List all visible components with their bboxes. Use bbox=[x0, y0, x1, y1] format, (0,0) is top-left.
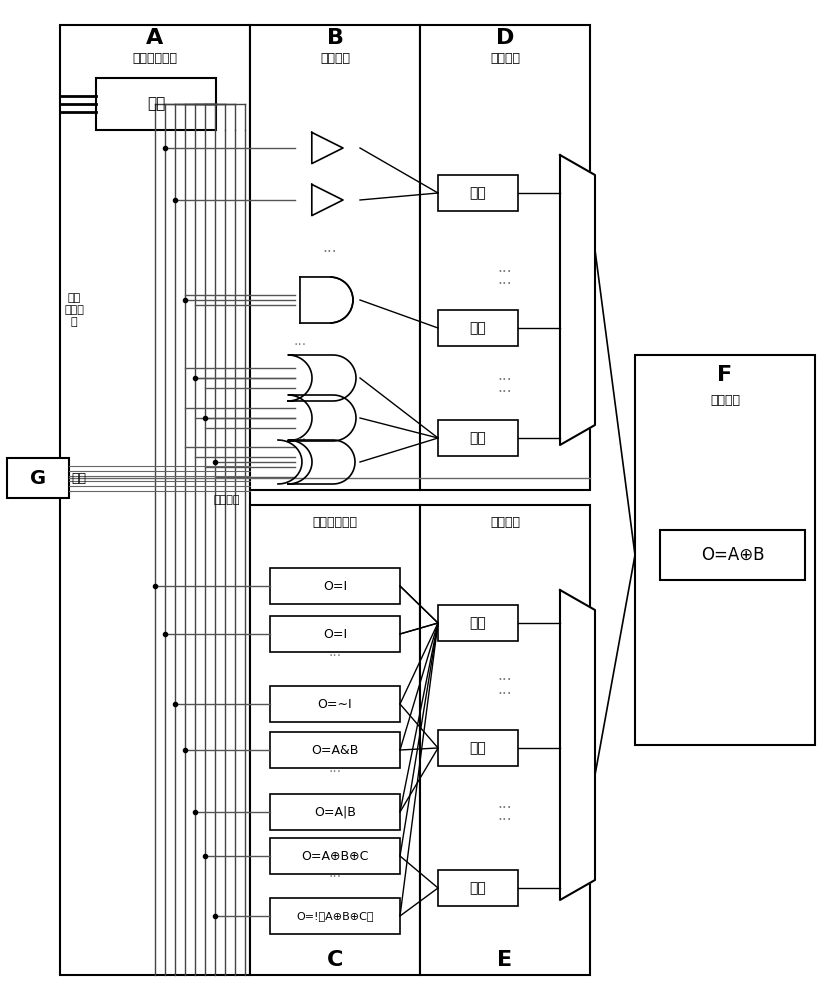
Text: ···: ··· bbox=[498, 372, 512, 387]
Bar bbox=[438, 420, 518, 456]
Bar bbox=[270, 732, 400, 768]
Text: 扩展
测试向
量: 扩展 测试向 量 bbox=[64, 293, 84, 327]
Text: ···: ··· bbox=[498, 688, 512, 702]
Text: ···: ··· bbox=[328, 765, 342, 779]
Bar bbox=[270, 794, 400, 830]
Polygon shape bbox=[288, 355, 356, 401]
Bar bbox=[420, 25, 590, 490]
Text: 扩展: 扩展 bbox=[147, 97, 165, 111]
Bar bbox=[250, 25, 420, 490]
Text: E: E bbox=[498, 950, 512, 970]
Polygon shape bbox=[300, 277, 353, 323]
Text: A: A bbox=[146, 28, 163, 48]
Text: O=I: O=I bbox=[323, 628, 347, 641]
Bar bbox=[270, 616, 400, 652]
Polygon shape bbox=[560, 155, 595, 445]
Text: 输出: 输出 bbox=[470, 186, 486, 200]
Text: 选择控制: 选择控制 bbox=[213, 495, 240, 505]
Text: 输出: 输出 bbox=[470, 321, 486, 335]
Bar bbox=[270, 568, 400, 604]
Text: 输出: 输出 bbox=[470, 741, 486, 755]
Text: ···: ··· bbox=[498, 264, 512, 279]
Text: O=∼I: O=∼I bbox=[318, 698, 352, 710]
Bar bbox=[635, 355, 815, 745]
Text: ···: ··· bbox=[498, 385, 512, 400]
Polygon shape bbox=[312, 184, 343, 216]
Text: G: G bbox=[30, 468, 46, 488]
Text: O=A|B: O=A|B bbox=[314, 806, 356, 818]
Text: F: F bbox=[718, 365, 732, 385]
Text: C: C bbox=[327, 950, 343, 970]
Text: O=A⊕B: O=A⊕B bbox=[701, 546, 764, 564]
Bar bbox=[438, 310, 518, 346]
Bar bbox=[438, 175, 518, 211]
Text: 输出向量: 输出向量 bbox=[490, 51, 520, 64]
Bar bbox=[7, 458, 69, 498]
Polygon shape bbox=[288, 395, 356, 441]
Text: ···: ··· bbox=[328, 649, 342, 663]
Text: O=!（A⊕B⊕C）: O=!（A⊕B⊕C） bbox=[296, 911, 374, 921]
Bar bbox=[270, 686, 400, 722]
Text: B: B bbox=[327, 28, 343, 48]
Text: 判断对比: 判断对比 bbox=[710, 393, 740, 406]
Bar bbox=[438, 730, 518, 766]
Bar bbox=[270, 838, 400, 874]
Text: 输出: 输出 bbox=[470, 431, 486, 445]
Bar bbox=[250, 505, 420, 975]
Polygon shape bbox=[560, 590, 595, 900]
Text: ···: ··· bbox=[328, 870, 342, 884]
Text: ···: ··· bbox=[293, 433, 306, 447]
Text: O=A&B: O=A&B bbox=[311, 744, 359, 756]
Text: D: D bbox=[496, 28, 514, 48]
Bar bbox=[660, 530, 805, 580]
Text: ···: ··· bbox=[498, 672, 512, 688]
Text: ···: ··· bbox=[293, 338, 306, 352]
Bar bbox=[420, 505, 590, 975]
Bar bbox=[96, 78, 216, 130]
Text: 输出向量: 输出向量 bbox=[490, 516, 520, 528]
Polygon shape bbox=[312, 132, 343, 164]
Text: O=A⊕B⊕C: O=A⊕B⊕C bbox=[301, 850, 369, 862]
Bar bbox=[438, 870, 518, 906]
Text: 地址: 地址 bbox=[71, 472, 86, 485]
Text: 输出: 输出 bbox=[470, 616, 486, 630]
Polygon shape bbox=[288, 440, 355, 484]
Text: ···: ··· bbox=[323, 244, 337, 259]
Text: 初始测试向量: 初始测试向量 bbox=[132, 51, 177, 64]
Text: ···: ··· bbox=[498, 800, 512, 816]
Bar bbox=[438, 605, 518, 641]
Bar bbox=[270, 898, 400, 934]
Text: ···: ··· bbox=[498, 814, 512, 828]
Text: ···: ··· bbox=[498, 277, 512, 292]
Bar bbox=[60, 25, 250, 975]
Text: 理想单元模型: 理想单元模型 bbox=[313, 516, 357, 528]
Text: 输出: 输出 bbox=[470, 881, 486, 895]
Text: 标准单元: 标准单元 bbox=[320, 51, 350, 64]
Text: O=I: O=I bbox=[323, 580, 347, 592]
